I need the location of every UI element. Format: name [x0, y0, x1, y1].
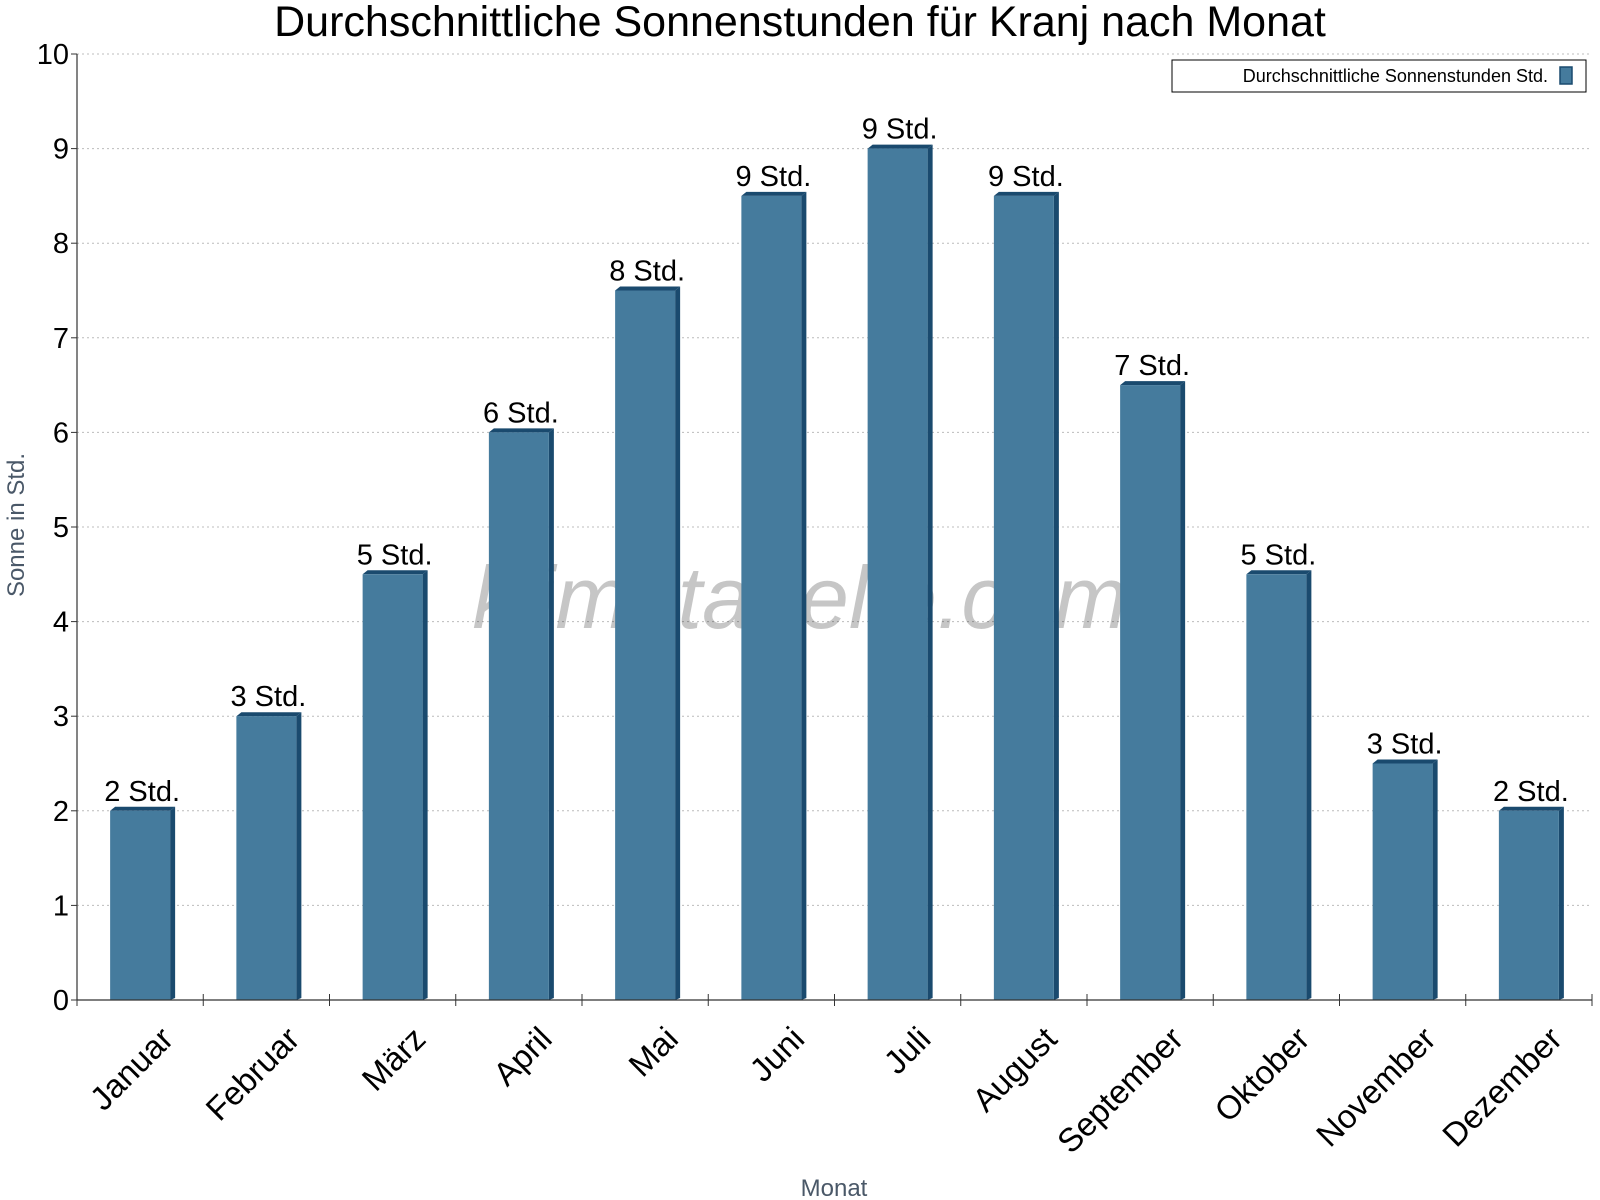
data-label: 6 Std.	[483, 397, 559, 429]
data-label: 2 Std.	[1493, 776, 1569, 808]
bars	[110, 144, 1564, 1001]
x-tick-label: März	[355, 1020, 433, 1098]
x-tick-label: Oktober	[1207, 1020, 1316, 1129]
y-tick-labels: 0 1 2 3 4 5 6 7 8 9 10	[37, 39, 69, 1017]
y-tick-label: 0	[53, 985, 69, 1017]
bar-front	[993, 195, 1054, 1000]
x-tick-label: Dezember	[1435, 1020, 1569, 1154]
data-label: 7 Std.	[1114, 350, 1190, 382]
bar-top	[1120, 381, 1186, 386]
x-tick-label: August	[965, 1020, 1064, 1119]
bar-top	[1498, 806, 1564, 811]
bar-dezember	[1498, 806, 1564, 1000]
bar-side	[801, 191, 807, 1000]
bar-front	[362, 574, 423, 1000]
bar-side	[927, 144, 933, 1001]
bar-top	[1372, 759, 1438, 764]
bar-front	[1120, 385, 1181, 1001]
bar-side	[422, 570, 428, 1000]
bar-september	[1120, 381, 1186, 1001]
bar-oktober	[1246, 570, 1312, 1000]
data-label: 5 Std.	[357, 539, 433, 571]
data-label: 9 Std.	[862, 114, 938, 146]
bar-februar	[236, 712, 302, 1000]
bar-märz	[362, 570, 428, 1000]
bar-top	[867, 144, 933, 149]
gridlines	[77, 53, 1592, 906]
bar-front	[110, 810, 171, 1000]
bar-juli	[867, 144, 933, 1001]
y-axis-label: Sonne in Std.	[3, 453, 30, 597]
bar-side	[1180, 381, 1186, 1001]
y-tick-label: 6	[53, 417, 69, 449]
bar-top	[110, 806, 176, 811]
data-label: 9 Std.	[735, 161, 811, 193]
y-tick-label: 9	[53, 134, 69, 166]
y-tick-label: 8	[53, 228, 69, 260]
y-tick-label: 2	[53, 796, 69, 828]
y-tick-label: 3	[53, 701, 69, 733]
bar-top	[615, 286, 681, 291]
bar-front	[1498, 810, 1559, 1000]
bar-side	[1558, 806, 1564, 1000]
bar-juni	[741, 191, 807, 1000]
bar-side	[675, 286, 681, 1000]
bar-side	[170, 806, 176, 1000]
y-tick-label: 4	[53, 607, 69, 639]
x-tick-label: Mai	[621, 1020, 685, 1084]
y-tick-label: 5	[53, 512, 69, 544]
x-tick-label: April	[486, 1020, 559, 1093]
bar-top	[236, 712, 302, 717]
x-axis-label: Monat	[801, 1175, 868, 1200]
bar-front	[615, 290, 676, 1000]
bar-top	[993, 191, 1059, 196]
x-tick-label: November	[1309, 1020, 1443, 1154]
data-label: 8 Std.	[609, 256, 685, 288]
x-tick-label: Juli	[876, 1020, 937, 1081]
bar-front	[1246, 574, 1307, 1000]
bar-side	[548, 428, 554, 1000]
y-tick-label: 7	[53, 323, 69, 355]
bar-front	[236, 716, 297, 1000]
axes	[71, 53, 1593, 1006]
x-tick-label: Februar	[198, 1020, 306, 1128]
data-label: 3 Std.	[230, 681, 306, 713]
x-tick-label: September	[1050, 1020, 1190, 1160]
bar-top	[488, 428, 554, 433]
y-tick-label: 10	[37, 39, 69, 71]
bar-april	[488, 428, 554, 1000]
bar-side	[1306, 570, 1312, 1000]
bar-top	[741, 191, 807, 196]
data-label: 2 Std.	[104, 776, 180, 808]
legend-entry-label: Durchschnittliche Sonnenstunden Std.	[1243, 66, 1548, 86]
bar-side	[1053, 191, 1059, 1000]
data-label: 5 Std.	[1240, 539, 1316, 571]
bar-november	[1372, 759, 1438, 1000]
bar-front	[1372, 763, 1433, 1000]
legend: Durchschnittliche Sonnenstunden Std.	[1171, 59, 1587, 93]
x-tick-label: Januar	[83, 1020, 181, 1118]
chart-title: Durchschnittliche Sonnenstunden für Kran…	[274, 0, 1326, 46]
legend-box	[1171, 59, 1587, 93]
bar-front	[741, 195, 802, 1000]
data-labels: 2 Std. 3 Std. 5 Std. 6 Std. 8 Std. 9 Std. 9 St…	[104, 114, 1569, 808]
x-tick-label: Juni	[742, 1020, 811, 1089]
bar-side	[1432, 759, 1438, 1000]
data-label: 9 Std.	[988, 161, 1064, 193]
bar-mai	[615, 286, 681, 1000]
legend-swatch	[1559, 66, 1573, 85]
x-tick-labels: Januar Februar März April Mai Juni Juli AugustS…	[83, 1020, 1569, 1160]
bar-august	[993, 191, 1059, 1000]
bar-front	[867, 148, 928, 1001]
bar-top	[362, 570, 428, 575]
bar-front	[488, 432, 549, 1000]
bar-side	[296, 712, 302, 1000]
data-label: 3 Std.	[1367, 729, 1443, 761]
bar-januar	[110, 806, 176, 1000]
bar-top	[1246, 570, 1312, 575]
y-tick-label: 1	[53, 890, 69, 922]
